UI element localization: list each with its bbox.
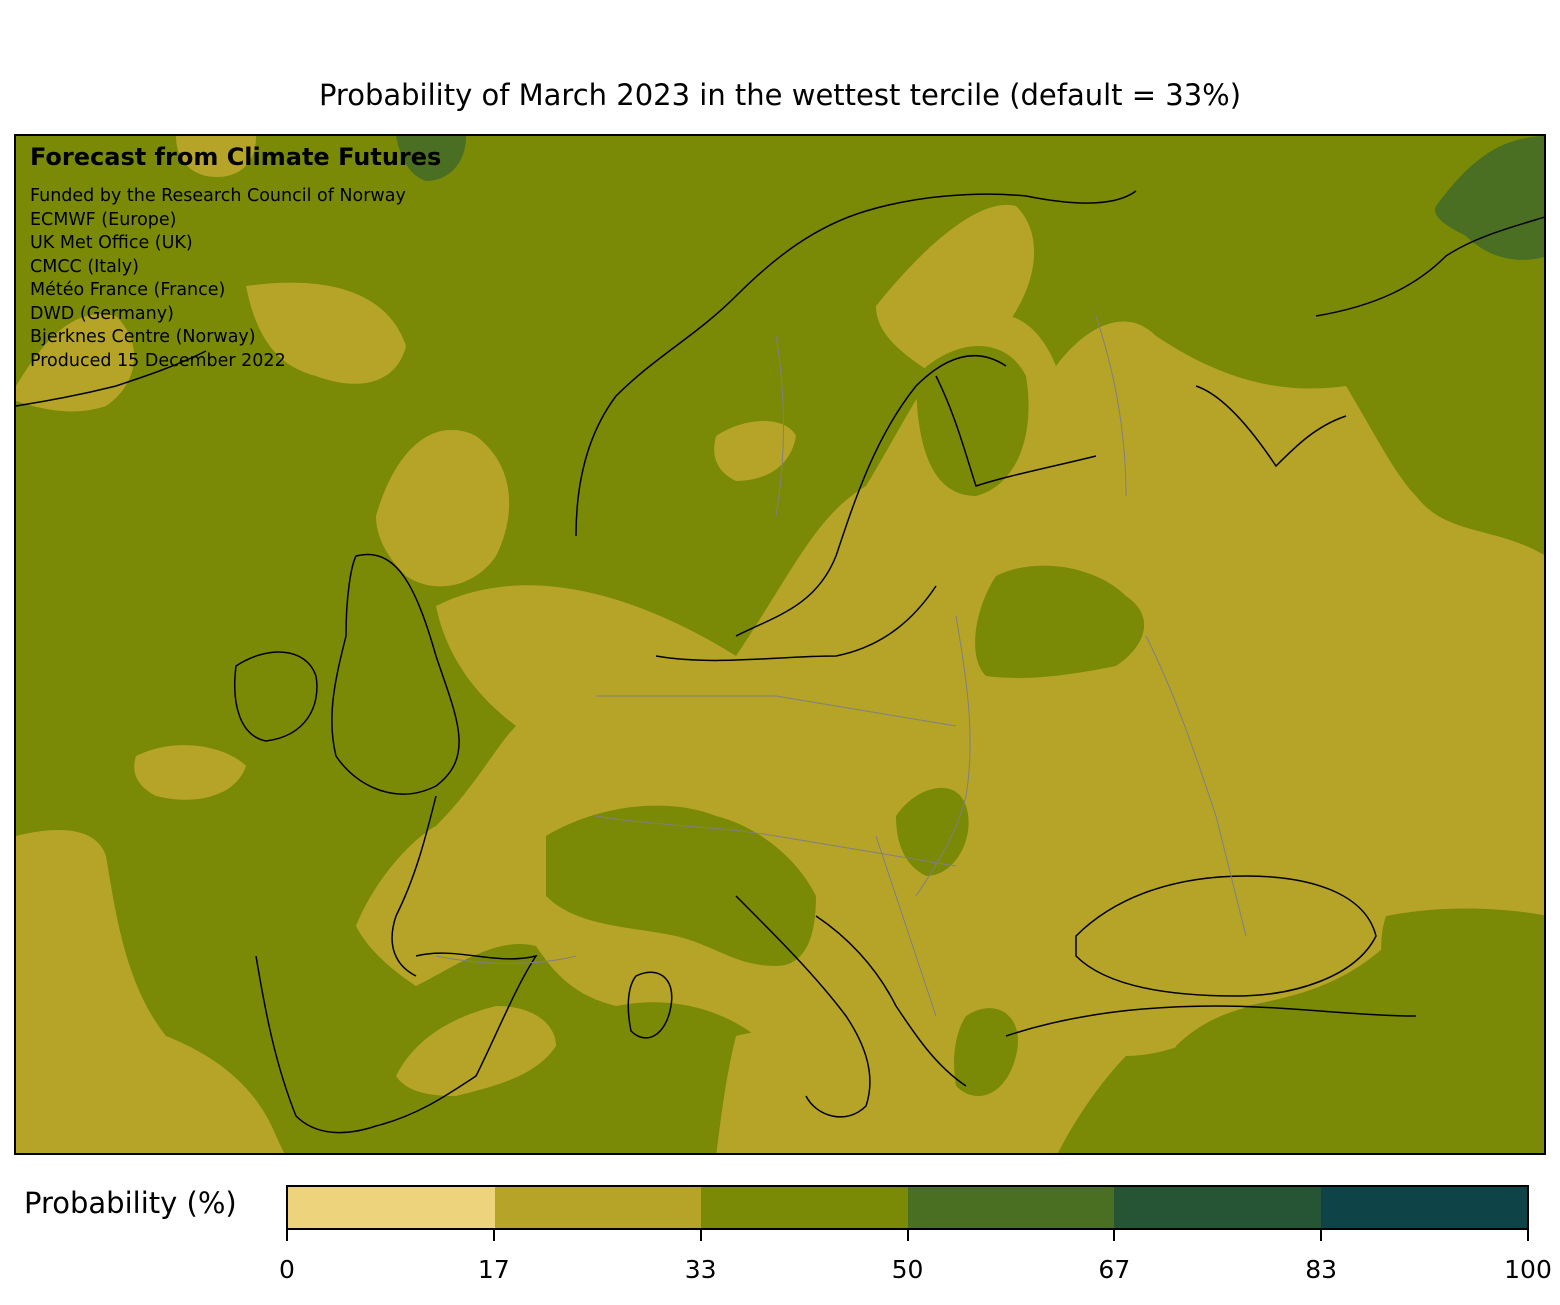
coast-ireland bbox=[234, 651, 318, 742]
colorbar-tick-label: 17 bbox=[477, 1255, 510, 1284]
map-panel bbox=[14, 134, 1546, 1155]
coast-iceland-edge bbox=[16, 350, 207, 407]
tan-region-north-atlantic bbox=[376, 429, 510, 587]
coastlines bbox=[16, 190, 1544, 1134]
dark-region-northeast bbox=[1435, 136, 1544, 260]
probability-map bbox=[16, 136, 1544, 1153]
colorbar-label: Probability (%) bbox=[24, 1186, 237, 1220]
border-2 bbox=[1095, 315, 1127, 497]
border-8 bbox=[875, 835, 937, 1017]
credits-line: Bjerknes Centre (Norway) bbox=[30, 327, 256, 347]
coast-sweden-baltic bbox=[735, 354, 1007, 637]
green-patch-caucasus bbox=[1381, 908, 1544, 1036]
country-borders bbox=[435, 315, 1247, 1017]
colorbar-segment bbox=[288, 1187, 495, 1228]
colorbar-segment bbox=[701, 1187, 908, 1228]
border-7 bbox=[435, 955, 577, 964]
credits-line: UK Met Office (UK) bbox=[30, 233, 193, 253]
tan-region-south-italy bbox=[716, 1030, 829, 1153]
colorbar-tick bbox=[699, 1229, 702, 1241]
tan-region-bay-of-biscay bbox=[134, 745, 246, 800]
colorbar-tick bbox=[1527, 1229, 1529, 1241]
tan-region-portugal bbox=[16, 830, 285, 1153]
colorbar-tick bbox=[1320, 1229, 1323, 1241]
green-patch-balkans bbox=[896, 787, 969, 876]
dark-class-regions bbox=[396, 136, 1544, 260]
border-4 bbox=[915, 615, 971, 897]
tan-region-west-atlantic bbox=[246, 282, 406, 384]
dark-region-top bbox=[396, 136, 466, 181]
green-patch-greece bbox=[954, 1008, 1018, 1096]
credits-heading: Forecast from Climate Futures bbox=[30, 143, 442, 171]
tan-class-regions bbox=[16, 136, 1544, 1153]
tan-region-scandinavia-south bbox=[714, 421, 796, 481]
coast-baltic-south bbox=[655, 585, 937, 662]
credits-line: CMCC (Italy) bbox=[30, 256, 139, 277]
coast-norway bbox=[575, 190, 1137, 537]
border-5 bbox=[595, 815, 957, 867]
coast-black-sea bbox=[1075, 875, 1377, 997]
green-class-patches bbox=[546, 346, 1544, 1153]
coast-iberia bbox=[255, 952, 538, 1134]
colorbar-tick bbox=[286, 1229, 288, 1241]
coast-finland bbox=[935, 375, 1097, 487]
border-6 bbox=[1145, 635, 1247, 937]
colorbar-tick bbox=[1113, 1229, 1116, 1241]
tan-region-iberia-central bbox=[396, 1006, 556, 1096]
chart-title: Probability of March 2023 in the wettest… bbox=[318, 78, 1242, 112]
colorbar-segment bbox=[1114, 1187, 1321, 1228]
coast-white-sea bbox=[1195, 385, 1347, 468]
coast-sicily-sardinia bbox=[627, 971, 673, 1039]
tan-region-top-left bbox=[176, 136, 256, 177]
coast-france-west bbox=[391, 795, 437, 977]
coast-arctic-east bbox=[1315, 216, 1544, 317]
credits-line: ECMWF (Europe) bbox=[30, 209, 177, 230]
colorbar-tick-label: 50 bbox=[891, 1255, 924, 1284]
tan-region-north-scandinavia bbox=[876, 204, 1035, 376]
coast-balkans bbox=[815, 915, 967, 1087]
colorbar-tick-label: 67 bbox=[1098, 1255, 1131, 1284]
colorbar-segment bbox=[907, 1187, 1114, 1228]
colorbar-tick-label: 0 bbox=[279, 1255, 295, 1284]
colorbar-tick bbox=[492, 1229, 495, 1241]
border-3 bbox=[596, 695, 957, 727]
credits-line: Produced 15 December 2022 bbox=[30, 350, 286, 371]
green-patch-alps bbox=[546, 805, 816, 966]
green-patch-turkey bbox=[1173, 1002, 1476, 1153]
coast-italy bbox=[735, 895, 871, 1118]
colorbar-segment bbox=[494, 1187, 701, 1228]
border-1 bbox=[775, 335, 784, 517]
colorbar bbox=[286, 1185, 1529, 1230]
credits-line: Météo France (France) bbox=[30, 280, 226, 300]
tan-region-central-east bbox=[356, 314, 1544, 1153]
tan-region-iceland bbox=[16, 314, 135, 412]
coast-britain bbox=[331, 553, 460, 795]
colorbar-tick-label: 33 bbox=[684, 1255, 717, 1284]
coast-turkey bbox=[1005, 1005, 1417, 1037]
colorbar-tick-label: 100 bbox=[1504, 1255, 1552, 1284]
colorbar-tick bbox=[906, 1229, 909, 1241]
green-patch-baltic bbox=[975, 565, 1145, 678]
credits-line: DWD (Germany) bbox=[30, 303, 174, 324]
colorbar-segment bbox=[1320, 1187, 1527, 1228]
green-patch-finland bbox=[916, 346, 1029, 496]
credits-block: Forecast from Climate Futures Funded by … bbox=[30, 143, 441, 373]
colorbar-tick-label: 83 bbox=[1305, 1255, 1338, 1284]
credits-line: Funded by the Research Council of Norway bbox=[30, 186, 406, 206]
